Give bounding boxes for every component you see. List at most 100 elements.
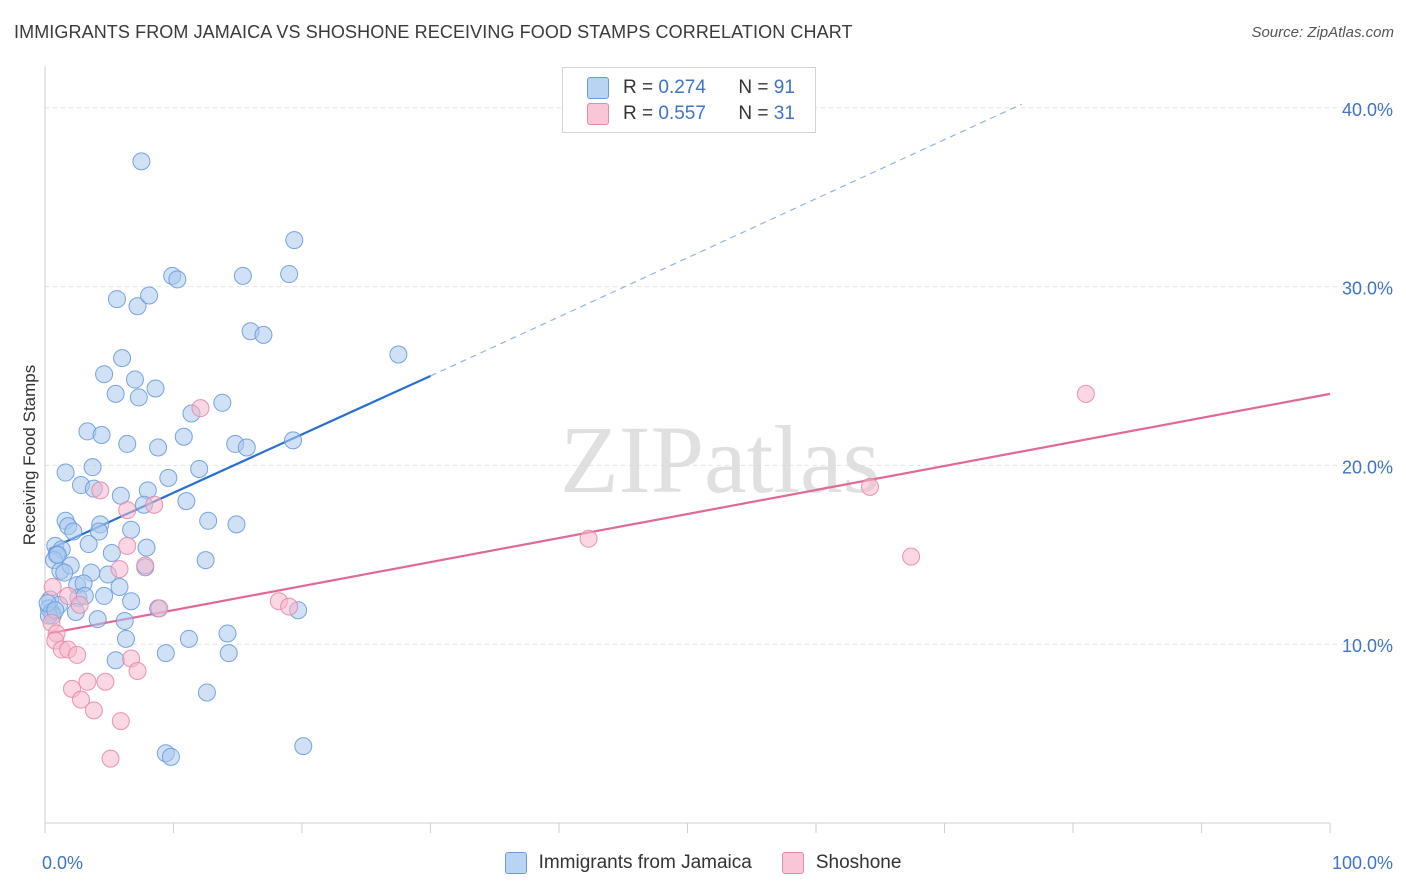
point-jamaica — [137, 538, 156, 557]
point-jamaica — [177, 492, 196, 511]
point-shoshone — [101, 749, 120, 768]
legend-n-value: 31 — [773, 103, 795, 124]
x-tick-label: 0.0% — [42, 853, 83, 873]
y-tick-label: 40.0% — [1342, 100, 1393, 120]
point-jamaica — [389, 345, 408, 364]
point-jamaica — [199, 511, 218, 530]
point-jamaica — [106, 651, 125, 670]
point-shoshone — [128, 662, 147, 681]
point-jamaica — [125, 370, 144, 389]
point-jamaica — [110, 577, 129, 596]
point-jamaica — [196, 551, 215, 570]
y-tick-label: 20.0% — [1342, 457, 1393, 477]
point-jamaica — [146, 379, 165, 398]
point-jamaica — [285, 231, 304, 250]
point-jamaica — [156, 644, 175, 663]
point-jamaica — [83, 458, 102, 477]
point-jamaica — [213, 393, 232, 412]
source-label: Source: ZipAtlas.com — [1251, 24, 1394, 41]
chart-title: IMMIGRANTS FROM JAMAICA VS SHOSHONE RECE… — [14, 22, 853, 42]
legend-swatch-pink — [587, 103, 609, 125]
point-jamaica — [56, 463, 75, 482]
series-name: Shoshone — [815, 852, 902, 873]
point-shoshone — [78, 672, 97, 691]
point-jamaica — [161, 747, 180, 766]
point-jamaica — [89, 522, 108, 541]
point-jamaica — [190, 459, 209, 478]
point-shoshone — [902, 547, 921, 566]
trend-lines — [48, 103, 1331, 635]
point-jamaica — [48, 545, 67, 564]
point-shoshone — [68, 645, 87, 664]
series-legend: Immigrants from Jamaica Shoshone — [0, 852, 1406, 874]
watermark: ZIPatlas — [560, 406, 880, 513]
point-shoshone — [145, 495, 164, 514]
point-jamaica — [113, 349, 132, 368]
point-jamaica — [128, 297, 147, 316]
point-jamaica — [64, 522, 83, 541]
point-shoshone — [136, 556, 155, 575]
point-shoshone — [96, 672, 115, 691]
point-shoshone — [118, 536, 137, 555]
point-jamaica — [237, 438, 256, 457]
point-shoshone — [110, 560, 129, 579]
point-shoshone — [118, 501, 137, 520]
data-points — [38, 152, 1095, 768]
point-jamaica — [88, 610, 107, 629]
point-jamaica — [122, 592, 141, 611]
point-jamaica — [102, 543, 121, 562]
point-shoshone — [71, 690, 90, 709]
legend-n-label: N = — [738, 77, 769, 98]
tick-labels: 10.0% 20.0% 30.0% 40.0% 0.0% 100.0% — [42, 100, 1393, 873]
point-jamaica — [55, 563, 74, 582]
legend-r-label: R = — [623, 77, 654, 98]
legend-row-jamaica: R = 0.274 N = 91 — [587, 76, 795, 100]
series-name: Immigrants from Jamaica — [538, 852, 752, 873]
correlation-legend: R = 0.274 N = 91 R = 0.557 N = 31 — [562, 67, 816, 133]
point-jamaica — [284, 431, 303, 450]
point-shoshone — [150, 599, 169, 618]
point-jamaica — [118, 434, 137, 453]
point-jamaica — [122, 520, 141, 539]
point-shoshone — [579, 529, 598, 548]
legend-n-label: N = — [738, 103, 769, 124]
point-jamaica — [168, 270, 187, 289]
point-jamaica — [233, 266, 252, 285]
point-jamaica — [174, 427, 193, 446]
point-shoshone — [43, 577, 62, 596]
point-jamaica — [132, 152, 151, 171]
point-jamaica — [95, 365, 114, 384]
point-jamaica — [227, 515, 246, 534]
point-jamaica — [280, 265, 299, 284]
point-jamaica — [140, 286, 159, 305]
legend-row-shoshone: R = 0.557 N = 31 — [587, 102, 795, 126]
trend-line-shoshone — [48, 392, 1331, 635]
point-jamaica — [197, 683, 216, 702]
point-jamaica — [107, 290, 126, 309]
point-jamaica — [254, 325, 273, 344]
point-shoshone — [280, 597, 299, 616]
legend-r-label: R = — [623, 103, 654, 124]
point-jamaica — [116, 629, 135, 648]
point-jamaica — [79, 535, 98, 554]
legend-r-value: 0.557 — [658, 103, 706, 124]
series-swatch-blue — [504, 852, 527, 874]
point-jamaica — [149, 438, 168, 457]
gridlines — [45, 107, 1392, 645]
point-shoshone — [91, 481, 110, 500]
point-shoshone — [70, 595, 89, 614]
trend-line-jamaica — [48, 374, 431, 551]
point-jamaica — [129, 388, 148, 407]
point-jamaica — [219, 644, 238, 663]
legend-swatch-blue — [587, 77, 609, 99]
point-jamaica — [159, 468, 178, 487]
legend-r-value: 0.274 — [658, 77, 706, 98]
axes — [44, 66, 1331, 833]
point-shoshone — [191, 399, 210, 418]
series-legend-shoshone: Shoshone — [781, 852, 902, 874]
series-legend-jamaica: Immigrants from Jamaica — [504, 852, 752, 874]
series-swatch-pink — [781, 852, 804, 874]
point-shoshone — [111, 712, 130, 731]
point-jamaica — [218, 624, 237, 643]
